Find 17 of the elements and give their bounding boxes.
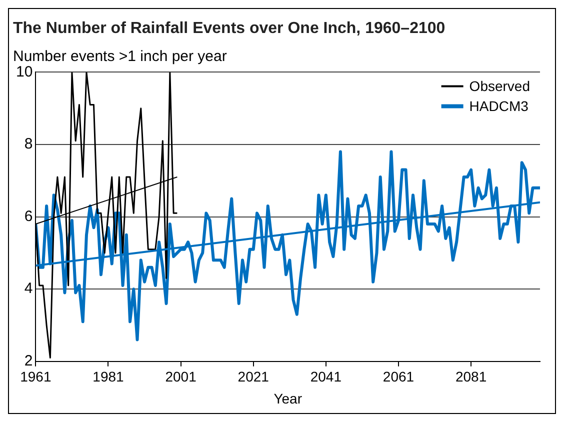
legend-label: HADCM3 [469, 98, 529, 114]
x-axis-title: Year [274, 390, 302, 406]
x-tick-label: 2081 [455, 368, 487, 385]
y-tick-label: 4 [24, 280, 33, 298]
y-axis-title: Number events >1 inch per year [13, 48, 227, 65]
y-tick-label: 2 [24, 352, 33, 370]
y-tick-label: 6 [24, 208, 33, 225]
x-tick-label: 2061 [382, 368, 414, 385]
y-tick-label: 10 [16, 63, 33, 80]
x-tick-label: 1981 [92, 368, 124, 385]
x-tick-label: 2021 [238, 368, 270, 385]
legend-label: Observed [469, 78, 530, 94]
y-tick-label: 8 [24, 136, 33, 153]
x-tick-label: 2041 [310, 368, 342, 385]
x-tick-label: 1961 [20, 368, 52, 385]
x-tick-label: 2001 [165, 368, 197, 385]
chart-title: The Number of Rainfall Events over One Inch, 1960–2100 [13, 20, 446, 38]
